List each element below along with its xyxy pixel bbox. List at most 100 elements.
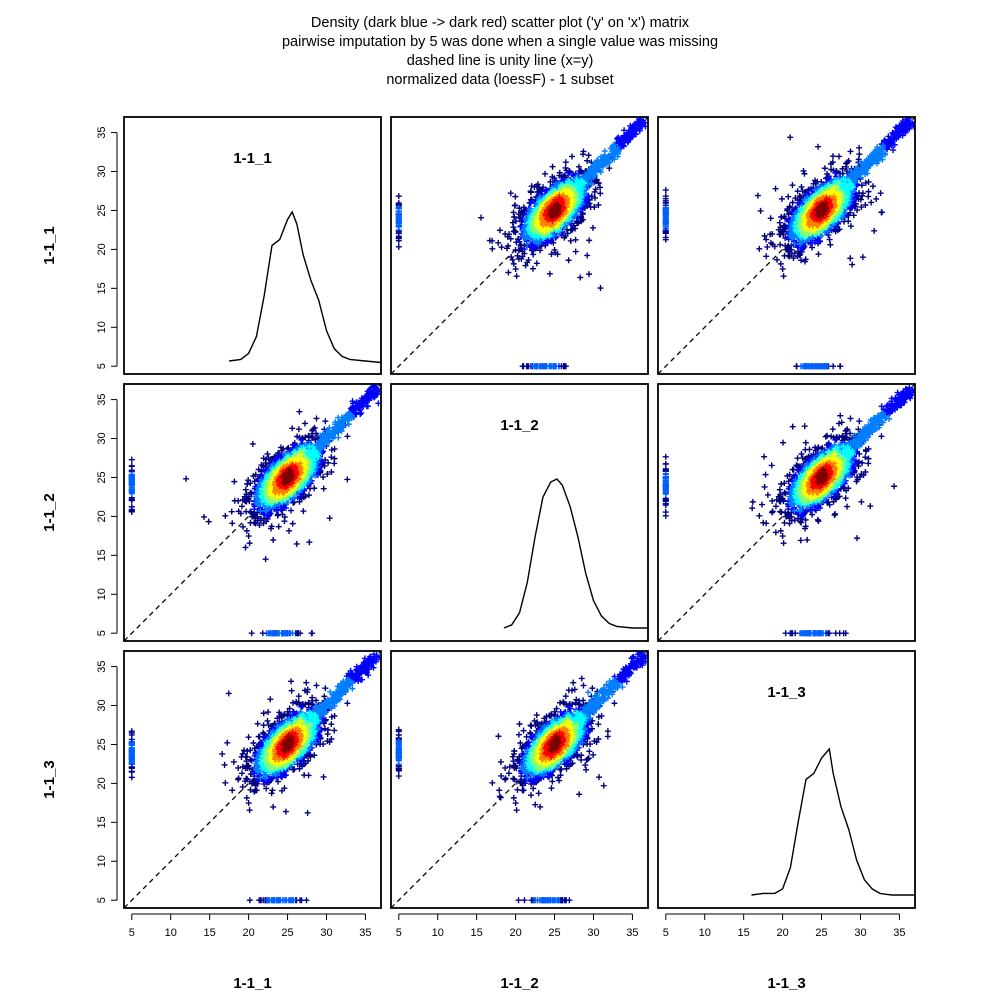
scatter-point (782, 234, 789, 241)
imputed-point (558, 363, 565, 370)
scatter-point (584, 252, 591, 259)
scatter-point (477, 214, 484, 221)
scatter-point (784, 207, 791, 214)
scatter-point (812, 187, 819, 194)
scatter-point (611, 156, 618, 163)
scatter-point (512, 228, 519, 235)
scatter-point (877, 190, 884, 197)
scatter-point (798, 257, 805, 264)
scatter-point (522, 262, 529, 269)
scatter-point (201, 513, 208, 520)
scatter-point (516, 205, 523, 212)
title-line-3: dashed line is unity line (x=y) (406, 53, 594, 69)
scatter-point (756, 245, 763, 252)
density-curve (229, 210, 381, 364)
scatter-point (528, 183, 535, 190)
scatter-point (847, 148, 854, 155)
panel-1-2 (390, 116, 649, 375)
imputed-point (395, 210, 402, 217)
scatter-point (258, 515, 265, 522)
panel-frame (390, 116, 649, 375)
scatter-point (778, 195, 785, 202)
scatter-point (865, 178, 872, 185)
scatter-point (836, 226, 843, 233)
scatter-point (857, 196, 864, 203)
scatter-point (549, 163, 556, 170)
imputed-point (248, 630, 255, 637)
scatter-point (591, 188, 598, 195)
scatter-point (890, 147, 897, 154)
scatter-point (621, 127, 628, 134)
imputed-point (279, 630, 286, 637)
scatter-point (597, 184, 604, 191)
scatter-point (512, 193, 519, 200)
imputed-point (662, 193, 669, 200)
scatter-point (843, 163, 850, 170)
scatter-point (592, 186, 599, 193)
scatter-point (785, 193, 792, 200)
scatter-point (780, 231, 787, 238)
scatter-point (300, 508, 307, 515)
scatter-point (575, 219, 582, 226)
scatter-point (270, 536, 277, 543)
scatter-point (489, 245, 496, 252)
scatter-point (782, 215, 789, 222)
scatter-point (785, 243, 792, 250)
scatter-point (324, 471, 331, 478)
scatter-point (769, 241, 776, 248)
scatter-point (512, 266, 519, 273)
scatter-point (845, 218, 852, 225)
scatter-point (584, 181, 591, 188)
scatter-point (827, 241, 834, 248)
scatter-point (802, 256, 809, 263)
scatter-point (247, 508, 254, 515)
imputed-point (808, 363, 815, 370)
scatter-point (777, 260, 784, 267)
scatter-point (311, 485, 318, 492)
imputed-point (532, 363, 539, 370)
scatter-point (498, 244, 505, 251)
scatter-point (865, 193, 872, 200)
scatter-point (547, 178, 554, 185)
scatter-point (764, 243, 771, 250)
scatter-point (572, 248, 579, 255)
scatter-point (543, 187, 550, 194)
scatter-point (763, 253, 770, 260)
scatter-point (313, 415, 320, 422)
scatter-point (205, 518, 212, 525)
scatter-point (521, 246, 528, 253)
scatter-point (565, 169, 572, 176)
scatter-point (537, 247, 544, 254)
scatter-point (306, 539, 313, 546)
scatter-point (868, 199, 875, 206)
scatter-point (879, 209, 886, 216)
imputed-point (662, 236, 669, 243)
scatter-point (320, 474, 327, 481)
scatter-point (829, 222, 836, 229)
scatter-point (812, 180, 819, 187)
scatter-point (815, 251, 822, 258)
scatter-point (591, 204, 598, 211)
panel-frame (657, 116, 916, 375)
scatter-point (835, 153, 842, 160)
scatter-point (782, 242, 789, 249)
scatter-point (531, 183, 538, 190)
scatter-point (551, 208, 558, 215)
scatter-point (249, 440, 256, 447)
imputed-point (308, 630, 315, 637)
scatter-point (321, 426, 328, 433)
scatter-point (246, 540, 253, 547)
scatter-point (761, 232, 768, 239)
scatter-point (871, 227, 878, 234)
scatter-point (247, 519, 254, 526)
scatter-point (509, 256, 516, 263)
imputed-point (837, 363, 844, 370)
scatter-point (847, 255, 854, 262)
scatter-point (818, 208, 825, 215)
scatter-point (799, 188, 806, 195)
scatter-point (289, 520, 296, 527)
scatter-point (328, 454, 335, 461)
scatter-point (575, 206, 582, 213)
scatter-point (791, 240, 798, 247)
scatter-point (328, 469, 335, 475)
